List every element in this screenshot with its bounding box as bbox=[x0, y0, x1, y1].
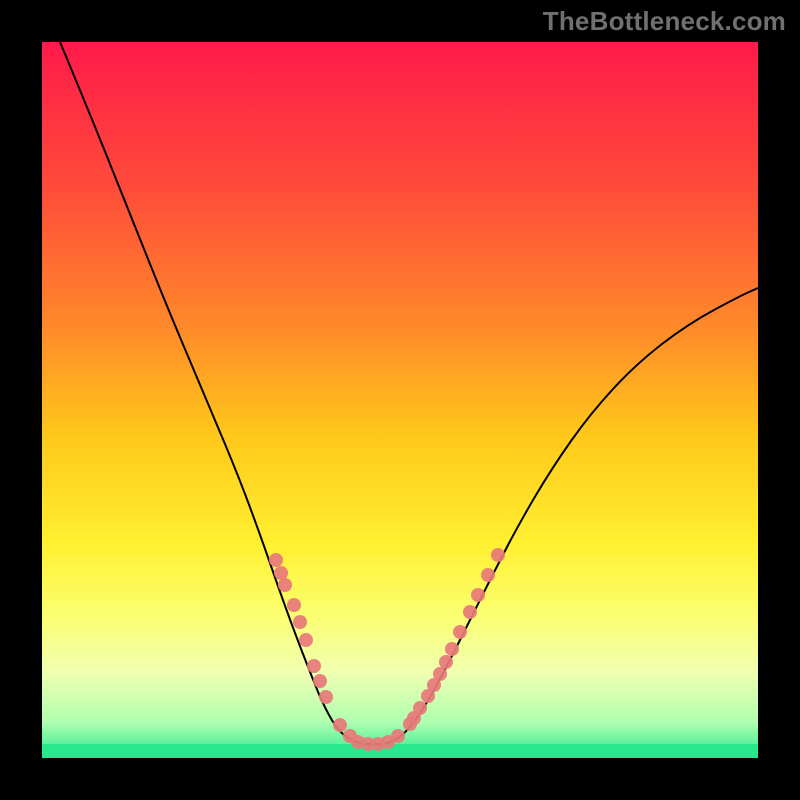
marker-point bbox=[433, 667, 447, 681]
marker-point bbox=[313, 674, 327, 688]
marker-point bbox=[453, 625, 467, 639]
chart-svg bbox=[0, 0, 800, 800]
plot-bottom-band bbox=[42, 744, 758, 758]
marker-point bbox=[319, 690, 333, 704]
marker-point bbox=[391, 729, 405, 743]
marker-point bbox=[293, 615, 307, 629]
chart-root: TheBottleneck.com bbox=[0, 0, 800, 800]
marker-point bbox=[481, 568, 495, 582]
marker-point bbox=[269, 553, 283, 567]
marker-point bbox=[439, 655, 453, 669]
marker-point bbox=[445, 642, 459, 656]
marker-point bbox=[333, 718, 347, 732]
marker-point bbox=[491, 548, 505, 562]
marker-point bbox=[278, 578, 292, 592]
plot-gradient-background bbox=[42, 42, 758, 758]
marker-point bbox=[287, 598, 301, 612]
marker-point bbox=[471, 588, 485, 602]
marker-point bbox=[299, 633, 313, 647]
watermark-text: TheBottleneck.com bbox=[543, 6, 786, 37]
marker-point bbox=[307, 659, 321, 673]
marker-point bbox=[463, 605, 477, 619]
marker-point bbox=[413, 701, 427, 715]
marker-point bbox=[274, 566, 288, 580]
